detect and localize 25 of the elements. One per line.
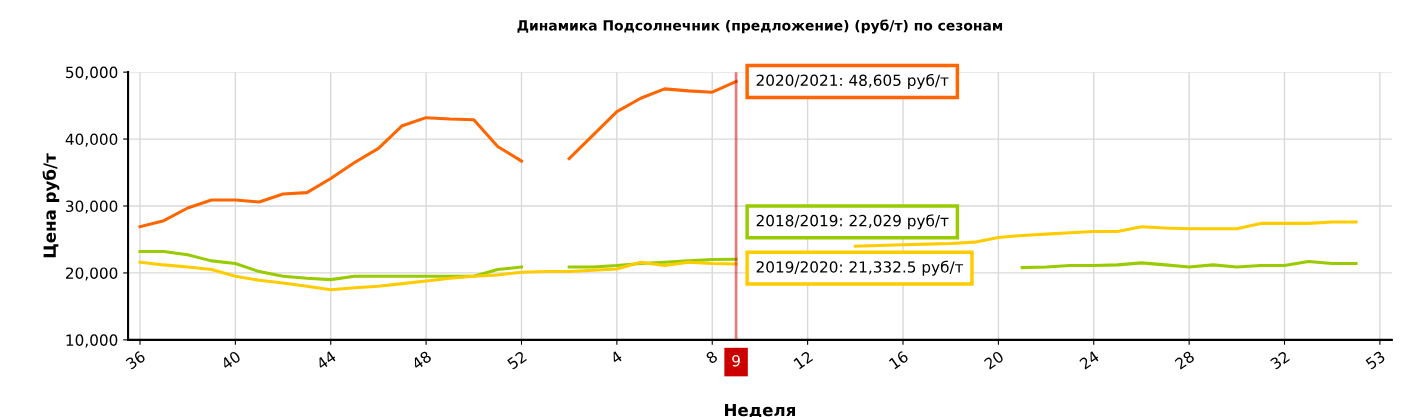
x-tick-label: 40 (220, 350, 242, 370)
x-tick-label: 4 (609, 350, 623, 365)
annotation: 2018/2019: 22,029 руб/т (756, 214, 949, 230)
x-tick-label: 12 (793, 350, 814, 370)
y-tick-label: 20,000 (66, 267, 118, 281)
x-tick-label: 48 (410, 350, 433, 370)
annotation: 2019/2020: 21,332.5 руб/т (756, 260, 964, 276)
annotation: 2020/2021: 48,605 руб/т (756, 73, 949, 89)
y-axis-title: Цена руб/т (42, 153, 60, 258)
x-tick-label: 52 (506, 350, 528, 370)
y-tick-label: 40,000 (65, 133, 118, 147)
y-tick-label: 30,000 (66, 200, 118, 214)
y-tick-label: 50,000 (66, 66, 118, 80)
x-tick-label: 8 (705, 350, 719, 365)
x-tick-label: 16 (888, 350, 909, 370)
x-tick-label: 32 (1269, 350, 1291, 370)
x-tick-label: 20 (983, 350, 1005, 370)
x-tick-label: 9 (732, 354, 740, 367)
x-tick-label: 24 (1078, 350, 1100, 370)
y-tick-label: 10,000 (66, 334, 118, 348)
x-tick-label: 36 (125, 350, 146, 370)
chart-title: Динамика Подсолнечник (предложение) (руб/т) по сезонам (517, 19, 1003, 34)
x-tick-label: 53 (1365, 350, 1386, 370)
x-tick-label: 28 (1174, 350, 1196, 370)
x-tick-label: 44 (315, 350, 337, 370)
